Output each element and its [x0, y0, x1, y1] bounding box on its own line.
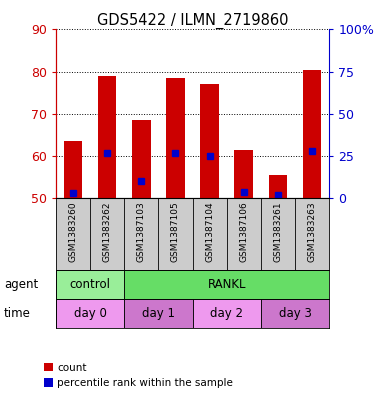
Text: day 1: day 1: [142, 307, 175, 320]
Bar: [192, 299, 261, 328]
Bar: [166, 78, 185, 198]
Bar: [234, 150, 253, 198]
Text: GSM1383263: GSM1383263: [308, 202, 316, 262]
Text: GSM1387105: GSM1387105: [171, 202, 180, 263]
Bar: [56, 299, 124, 328]
Text: control: control: [70, 278, 110, 291]
Text: GSM1387103: GSM1387103: [137, 202, 146, 263]
Bar: [56, 270, 124, 299]
Text: agent: agent: [4, 278, 38, 291]
Text: GSM1383261: GSM1383261: [273, 202, 283, 262]
Text: GSM1387106: GSM1387106: [239, 202, 248, 263]
Text: day 3: day 3: [279, 307, 311, 320]
Text: RANKL: RANKL: [208, 278, 246, 291]
Text: time: time: [4, 307, 31, 320]
Bar: [261, 299, 329, 328]
Legend: count, percentile rank within the sample: count, percentile rank within the sample: [44, 363, 233, 388]
Title: GDS5422 / ILMN_2719860: GDS5422 / ILMN_2719860: [97, 13, 288, 29]
Bar: [200, 84, 219, 198]
Bar: [64, 141, 82, 198]
Text: GSM1383262: GSM1383262: [102, 202, 112, 262]
Bar: [98, 76, 117, 198]
Bar: [124, 299, 192, 328]
Text: GSM1383260: GSM1383260: [69, 202, 77, 262]
Bar: [132, 120, 151, 198]
Bar: [124, 270, 329, 299]
Text: day 2: day 2: [210, 307, 243, 320]
Text: day 0: day 0: [74, 307, 106, 320]
Bar: [303, 70, 321, 198]
Text: GSM1387104: GSM1387104: [205, 202, 214, 262]
Bar: [268, 175, 287, 198]
